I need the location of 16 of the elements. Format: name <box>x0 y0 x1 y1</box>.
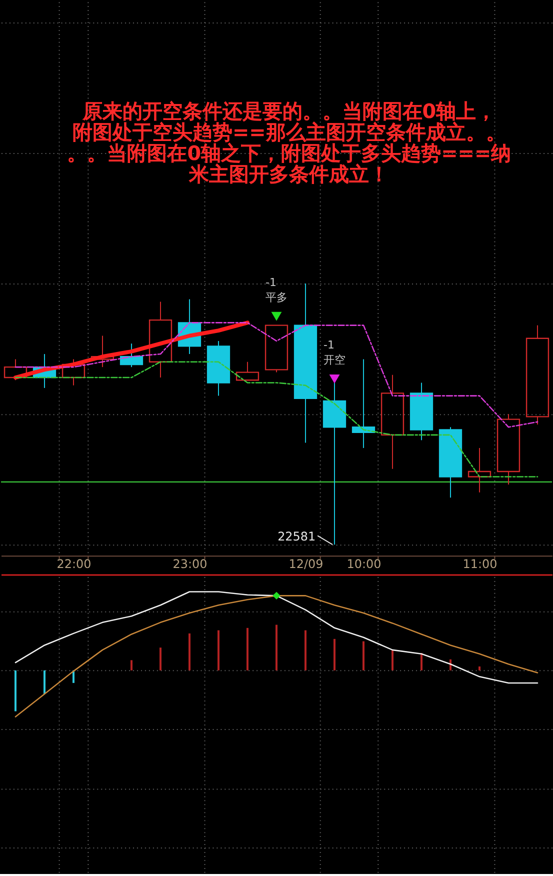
series-label: -1 平多 <box>266 276 288 304</box>
annotation: 22581 <box>278 530 316 544</box>
x-tick-label: 10:00 <box>346 557 382 572</box>
x-tick-label: 11:00 <box>462 557 498 572</box>
candlestick <box>294 283 318 444</box>
text: 原来的开空条件还是要的。。当附图在0轴上，附图处于空头趋势==那么主图开空条件成立。。。。当附图在0轴之下，附图处于多头趋势===纳米主图开多条件成立！ <box>67 100 512 186</box>
candlestick <box>236 361 260 381</box>
candlestick <box>468 448 492 493</box>
series-label: -1 开空 <box>324 338 346 367</box>
x-tick-label: 12/09 <box>288 557 324 572</box>
candlestick <box>380 374 404 470</box>
candlestick <box>410 382 434 441</box>
x-tick-label: 22:00 <box>56 557 92 572</box>
x-tick-label: 23:00 <box>172 557 208 572</box>
candlestick <box>148 301 172 378</box>
candlestick <box>352 358 376 449</box>
